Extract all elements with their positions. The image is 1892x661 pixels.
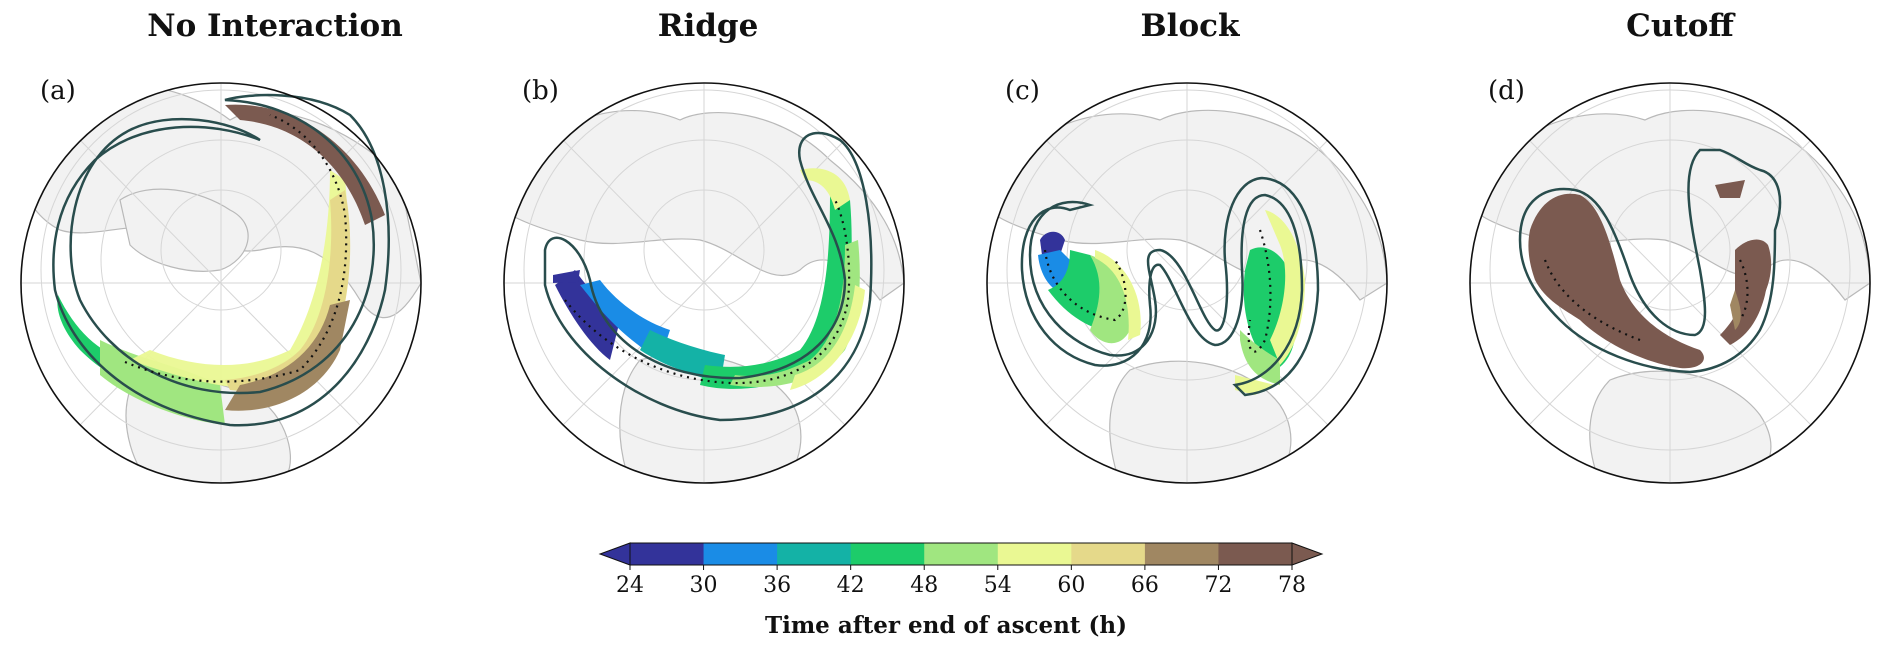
colorbar-bin — [630, 543, 705, 565]
colorbar-tick-label: 72 — [1204, 573, 1232, 598]
panel-title-b: Ridge — [657, 8, 759, 44]
colorbar-bin — [997, 543, 1072, 565]
map-b-border — [503, 82, 905, 484]
colorbar-bin — [1218, 543, 1293, 565]
swath-c-light1 — [1090, 255, 1131, 344]
swath-d-brown4 — [1715, 180, 1745, 198]
dotted-d — [1543, 259, 1749, 342]
swath-b-green — [700, 195, 852, 389]
colorbar-bin — [850, 543, 925, 565]
colorbar-frame — [629, 542, 1293, 566]
colorbar-tick-label: 42 — [837, 573, 865, 598]
outline-a — [52, 93, 390, 427]
colorbar-tick-label: 54 — [984, 573, 1012, 598]
colorbar-tick-label: 30 — [690, 573, 718, 598]
swath-d-brown — [1528, 193, 1704, 369]
colorbar-label: Time after end of ascent (h) — [764, 612, 1128, 639]
swath-d-brown3 — [1735, 239, 1772, 316]
colorbar-bin — [703, 543, 778, 565]
map-panel-b — [503, 82, 905, 484]
dotted-a — [124, 113, 348, 383]
swath-b-dark — [555, 270, 620, 360]
outline-d — [1518, 148, 1782, 374]
outline-c — [1020, 176, 1320, 397]
swath-b-top — [800, 168, 850, 210]
colorbar-bin — [1071, 543, 1146, 565]
panel-letter-d: (d) — [1488, 76, 1525, 106]
swath-c-light2 — [1240, 330, 1280, 385]
colorbar-tick-label: 60 — [1057, 573, 1085, 598]
colorbar-tick-label: 24 — [616, 573, 644, 598]
map-panel-c — [986, 82, 1388, 484]
map-panel-a — [20, 82, 422, 484]
colorbar-tick-label: 66 — [1131, 573, 1159, 598]
swath-d-tan — [1730, 290, 1741, 330]
panel-letter-b: (b) — [522, 76, 559, 106]
swath-a-brown — [225, 300, 350, 411]
colorbar-extend-max — [1291, 542, 1324, 566]
swath-b-yellow — [790, 285, 865, 390]
panel-title-d: Cutoff — [1626, 8, 1734, 44]
colorbar-tick-label: 36 — [763, 573, 791, 598]
outline-b — [543, 131, 873, 422]
swath-c-yellow1 — [1095, 250, 1141, 340]
dotted-c — [1043, 229, 1272, 353]
panel-letter-a: (a) — [40, 76, 76, 106]
panel-letter-c: (c) — [1005, 76, 1040, 106]
colorbar: 24 30 36 42 48 54 60 66 72 78 — [598, 542, 1324, 598]
swath-a-dark — [225, 104, 385, 225]
map-d-border — [1469, 82, 1871, 484]
colorbar-extend-min — [598, 542, 631, 566]
colorbar-bin — [924, 543, 999, 565]
map-c-border — [986, 82, 1388, 484]
swath-b-lightgreen — [730, 240, 860, 387]
colorbar-tick-label: 78 — [1278, 573, 1306, 598]
map-panel-d — [1469, 82, 1871, 484]
map-a-border — [20, 82, 422, 484]
swath-b-dark2 — [553, 270, 580, 283]
colorbar-bin — [777, 543, 852, 565]
panel-title-a: No Interaction — [147, 8, 403, 44]
swath-a-yellow — [130, 170, 347, 389]
swath-a-mid — [100, 340, 225, 425]
panel-title-c: Block — [1140, 8, 1240, 44]
colorbar-bin — [1144, 543, 1219, 565]
swath-c-dark — [1040, 231, 1065, 255]
colorbar-tick-label: 48 — [910, 573, 938, 598]
